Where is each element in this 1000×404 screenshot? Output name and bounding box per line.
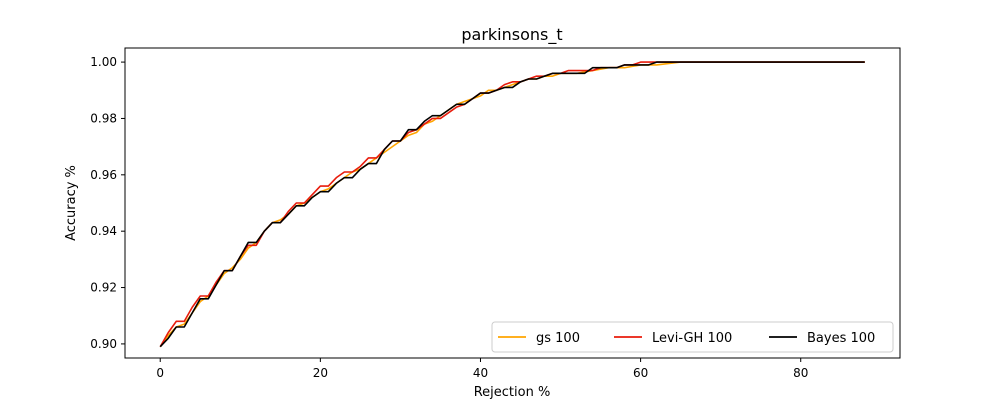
legend: gs 100 Levi-GH 100 Bayes 100 bbox=[491, 321, 894, 353]
series-line-bayes-100 bbox=[159, 61, 865, 348]
legend-box bbox=[491, 321, 894, 353]
y-axis-label: Accuracy % bbox=[64, 165, 79, 241]
legend-label: gs 100 bbox=[536, 331, 580, 346]
x-tick-label: 60 bbox=[633, 366, 648, 380]
y-tick-label: 0.98 bbox=[90, 111, 117, 125]
y-tick-label: 0.92 bbox=[90, 281, 117, 295]
x-tick-label: 40 bbox=[473, 366, 488, 380]
y-tick-label: 1.00 bbox=[90, 55, 117, 69]
legend-label: Bayes 100 bbox=[807, 331, 875, 346]
x-tick-label: 20 bbox=[313, 366, 328, 380]
x-axis-label: Rejection % bbox=[474, 385, 551, 400]
chart-title: parkinsons_t bbox=[461, 25, 562, 45]
x-tick-label: 0 bbox=[156, 366, 164, 380]
y-tick-label: 0.96 bbox=[90, 168, 117, 182]
y-tick-label: 0.94 bbox=[90, 224, 117, 238]
legend-label: Levi-GH 100 bbox=[652, 331, 732, 346]
y-tick-label: 0.90 bbox=[90, 337, 117, 351]
x-tick-label: 80 bbox=[793, 366, 808, 380]
plot-area bbox=[159, 61, 865, 348]
plot-frame bbox=[124, 47, 901, 359]
